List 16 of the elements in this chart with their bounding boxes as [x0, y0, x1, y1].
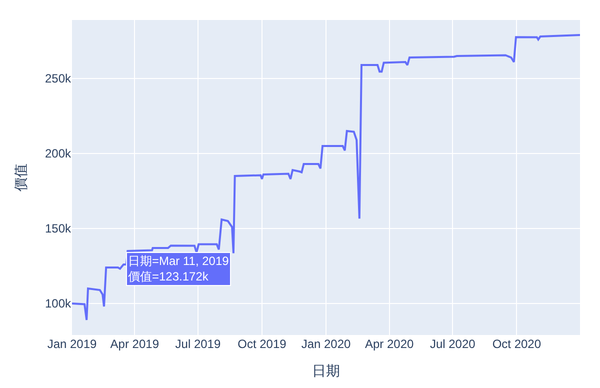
- x-tick-label: Oct 2020: [492, 337, 542, 351]
- y-tick-label: 150k: [44, 222, 72, 236]
- x-tick-label: Apr 2019: [110, 337, 160, 351]
- x-tick-label: Oct 2019: [238, 337, 287, 351]
- line-series: [72, 34, 580, 321]
- y-axis-title: 價值: [12, 164, 29, 192]
- y-tick-label: 100k: [44, 296, 72, 311]
- x-tick-label: Jul 2020: [430, 337, 476, 351]
- annotation: 日期=Mar 11, 2019 價值=123.172k: [128, 254, 230, 284]
- x-tick-label: Jan 2019: [47, 337, 98, 351]
- y-tick-label: 250k: [44, 72, 72, 86]
- x-tick-label: Jul 2019: [175, 337, 221, 351]
- x-tick-label: Apr 2020: [364, 337, 414, 351]
- x-tick-label: Jan 2020: [301, 337, 352, 351]
- y-tick-label: 200k: [44, 146, 72, 161]
- x-axis-title: 日期: [312, 362, 340, 378]
